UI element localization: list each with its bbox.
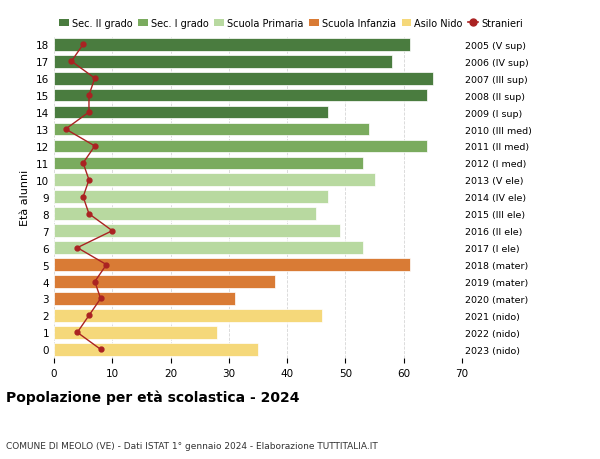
- Bar: [54, 208, 316, 221]
- Bar: [54, 157, 363, 170]
- Bar: [54, 309, 322, 322]
- Bar: [54, 242, 363, 254]
- Text: Popolazione per età scolastica - 2024: Popolazione per età scolastica - 2024: [6, 389, 299, 404]
- Bar: [54, 140, 427, 153]
- Bar: [54, 292, 235, 305]
- Bar: [54, 275, 275, 288]
- Bar: [54, 123, 369, 136]
- Bar: [54, 106, 328, 119]
- Legend: Sec. II grado, Sec. I grado, Scuola Primaria, Scuola Infanzia, Asilo Nido, Stran: Sec. II grado, Sec. I grado, Scuola Prim…: [59, 19, 523, 28]
- Bar: [54, 73, 433, 85]
- Bar: [54, 225, 340, 237]
- Bar: [54, 343, 258, 356]
- Text: COMUNE DI MEOLO (VE) - Dati ISTAT 1° gennaio 2024 - Elaborazione TUTTITALIA.IT: COMUNE DI MEOLO (VE) - Dati ISTAT 1° gen…: [6, 441, 378, 450]
- Y-axis label: Età alunni: Età alunni: [20, 169, 31, 225]
- Bar: [54, 174, 374, 187]
- Bar: [54, 259, 410, 271]
- Bar: [54, 56, 392, 68]
- Bar: [54, 191, 328, 204]
- Bar: [54, 90, 427, 102]
- Bar: [54, 326, 217, 339]
- Bar: [54, 39, 410, 51]
